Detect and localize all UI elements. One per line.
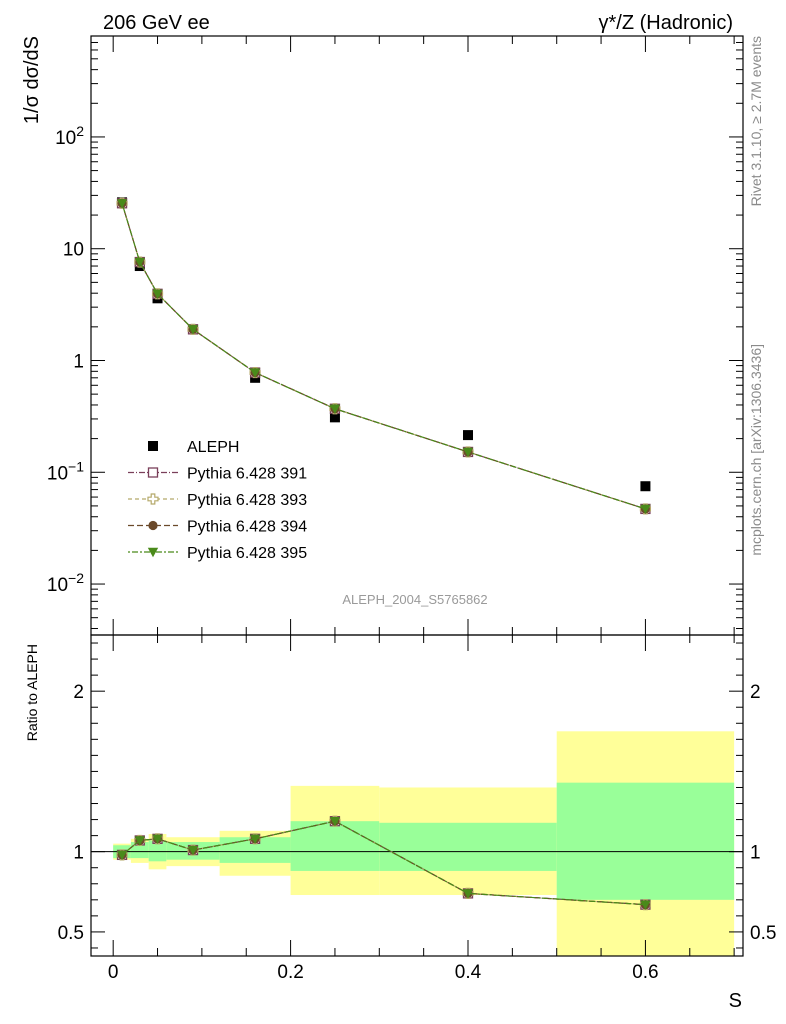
main-series-layer bbox=[116, 197, 652, 515]
axis-tick-labels: 10−2 10−1 1 10 102 0.5 0.5 1 1 2 2 0 0.2 0.4 0.6 bbox=[47, 123, 777, 983]
ratio-y-axis-label: Ratio to ALEPH bbox=[24, 644, 40, 741]
legend-label-0: ALEPH bbox=[187, 439, 239, 456]
x-axis-label: S bbox=[729, 990, 742, 1012]
main-y-tick-label: 102 bbox=[55, 123, 84, 149]
axis-frames bbox=[90, 35, 744, 957]
ratio-band-inner-bin bbox=[556, 782, 735, 900]
main-y-tick-label: 10−2 bbox=[47, 570, 84, 596]
header-right-label: γ*/Z (Hadronic) bbox=[599, 12, 733, 34]
ratio-band-inner-bin bbox=[130, 842, 149, 859]
legend-marker-3 bbox=[148, 520, 158, 531]
legend-marker-2 bbox=[147, 493, 159, 505]
x-tick-label: 0.2 bbox=[277, 962, 303, 983]
ratio-band-inner-bin bbox=[148, 840, 167, 862]
ratio-point-3 bbox=[152, 834, 163, 845]
legend-marker-4 bbox=[147, 547, 159, 558]
mc-point-4 bbox=[462, 447, 474, 458]
mcplots-reference-label: mcplots.cern.ch [arXiv:1306.3436] bbox=[748, 344, 764, 556]
x-tick-label: 0 bbox=[108, 962, 119, 983]
main-y-tick-label: 10 bbox=[63, 240, 84, 261]
ratio-panel-frame bbox=[90, 634, 744, 957]
mc-point-4 bbox=[187, 325, 199, 335]
ratio-point-3 bbox=[116, 850, 128, 861]
legend-label-4: Pythia 6.428 395 bbox=[187, 545, 307, 562]
mc-point-4 bbox=[640, 504, 651, 515]
header-left-label: 206 GeV ee bbox=[103, 12, 210, 34]
legend: ALEPH Pythia 6.428 391 Pythia 6.428 393 Pyt… bbox=[128, 439, 307, 562]
mc-point-4 bbox=[249, 368, 261, 378]
ratio-point-3 bbox=[187, 845, 199, 856]
mc-point-4 bbox=[152, 289, 163, 300]
ratio-uncertainty-bands bbox=[113, 731, 735, 956]
ratio-point-3 bbox=[329, 816, 341, 827]
mc-point-4 bbox=[116, 199, 128, 209]
ratio-series-layer bbox=[116, 815, 652, 911]
mc-point-4 bbox=[329, 404, 341, 414]
ratio-point-3 bbox=[640, 900, 651, 910]
ratio-y-tick-label-right: 0.5 bbox=[750, 923, 776, 944]
ratio-point-3 bbox=[249, 834, 261, 845]
ratio-y-tick-label-right: 1 bbox=[750, 843, 761, 864]
x-tick-label: 0.4 bbox=[455, 962, 482, 983]
main-y-tick-label: 10−1 bbox=[47, 458, 84, 484]
data-point bbox=[329, 412, 340, 423]
mc-line-1 bbox=[121, 203, 646, 510]
mc-line-3 bbox=[121, 203, 646, 510]
legend-label-1: Pythia 6.428 391 bbox=[187, 466, 307, 483]
mc-point-4 bbox=[134, 257, 145, 268]
ratio-y-tick-label-left: 2 bbox=[73, 682, 84, 703]
ratio-band-inner-bin bbox=[290, 821, 380, 871]
mc-line-4 bbox=[121, 203, 646, 510]
legend-label-2: Pythia 6.428 393 bbox=[187, 492, 307, 509]
ratio-point-3 bbox=[462, 889, 474, 899]
legend-label-3: Pythia 6.428 394 bbox=[187, 519, 307, 536]
legend-marker-1 bbox=[147, 467, 159, 478]
ratio-y-tick-label-right: 2 bbox=[750, 682, 761, 703]
data-point bbox=[640, 481, 651, 492]
ratio-y-tick-label-left: 0.5 bbox=[58, 923, 84, 944]
main-y-tick-label: 1 bbox=[73, 351, 84, 372]
rivet-version-label: Rivet 3.1.10, ≥ 2.7M events bbox=[748, 36, 764, 206]
mc-line-2 bbox=[121, 203, 646, 510]
data-point bbox=[463, 430, 474, 441]
ratio-point-3 bbox=[134, 836, 145, 846]
axis-ticks bbox=[91, 35, 743, 956]
main-y-axis-label: 1/σ dσ/dS bbox=[21, 36, 43, 124]
analysis-id-label: ALEPH_2004_S5765862 bbox=[342, 592, 487, 607]
x-tick-label: 0.6 bbox=[632, 962, 658, 983]
ratio-y-tick-label-left: 1 bbox=[73, 843, 84, 864]
legend-marker-0 bbox=[148, 441, 158, 451]
ratio-band-inner-bin bbox=[379, 822, 557, 871]
